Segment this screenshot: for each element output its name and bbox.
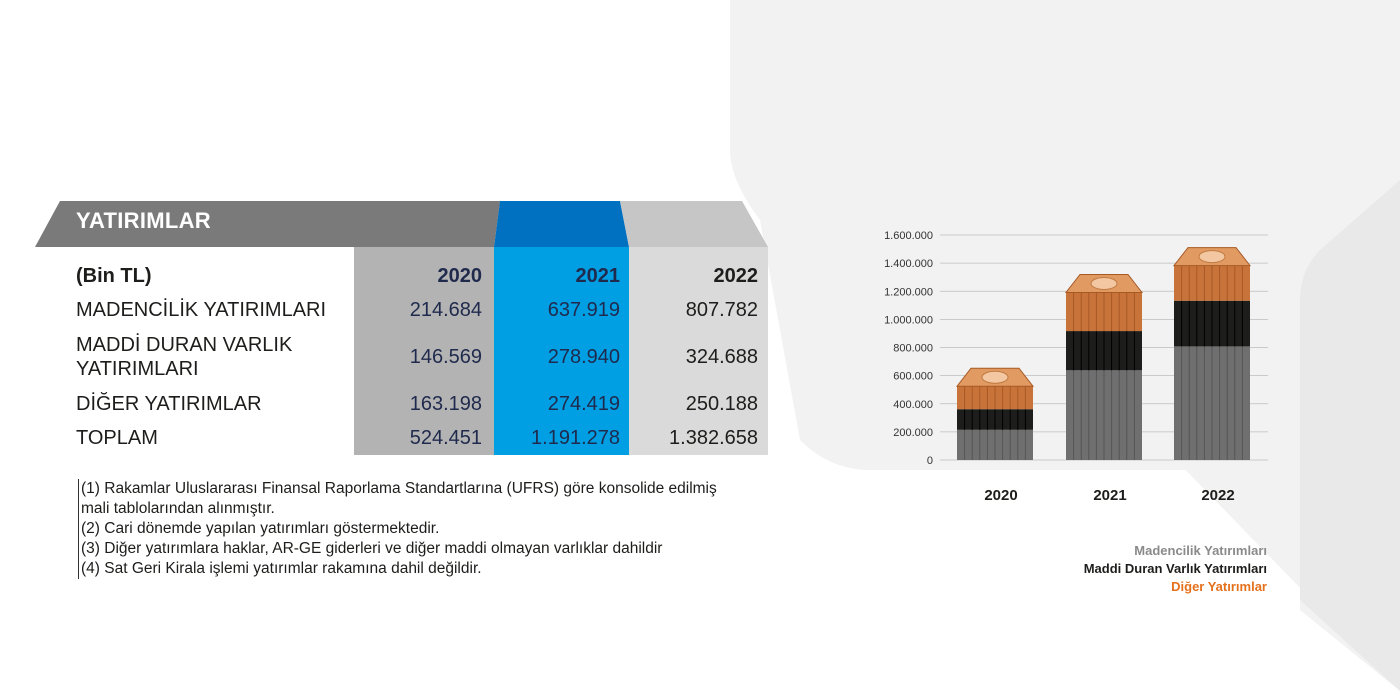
- bar-core-2021: [1090, 276, 1118, 290]
- column-2021-background: [494, 247, 629, 455]
- bar-segment-2021-1: [1066, 370, 1142, 460]
- cell-value: 274.419: [547, 393, 620, 415]
- row-label: MADENCİLİK YATIRIMLARI: [76, 299, 327, 321]
- table-header-strip: [35, 201, 768, 247]
- cell-value: 163.198: [409, 393, 482, 415]
- y-tick-label: 200.000: [893, 427, 933, 439]
- y-tick-label: 1.400.000: [884, 258, 933, 270]
- cell-value: 524.451: [409, 427, 482, 449]
- column-2022-background: [629, 247, 768, 455]
- footnote: (1) Rakamlar Uluslararası Finansal Rapor…: [81, 480, 717, 497]
- cell-value: 324.688: [685, 346, 758, 368]
- y-tick-label: 1.000.000: [884, 314, 933, 326]
- row-label-line-1: MADDİ DURAN VARLIK: [76, 334, 293, 356]
- column-2020-background: [354, 247, 494, 455]
- unit-label: (Bin TL): [76, 265, 152, 287]
- table-title: YATIRIMLAR: [76, 208, 211, 233]
- legend-item-maddi: Maddi Duran Varlık Yatırımları: [1083, 561, 1267, 576]
- y-tick-label: 1.600.000: [884, 230, 933, 242]
- bar-segment-2022-2: [1174, 300, 1250, 347]
- cell-value: 1.191.278: [531, 427, 620, 449]
- chart-legend: Madencilik Yatırımları Maddi Duran Varlı…: [1084, 542, 1267, 596]
- y-tick-label: 800.000: [893, 343, 933, 355]
- cell-value: 1.382.658: [669, 427, 758, 449]
- cell-value: 278.940: [547, 346, 620, 368]
- cell-value: 214.684: [409, 299, 482, 321]
- x-tick-label: 2020: [984, 487, 1017, 504]
- cell-value: 637.919: [547, 299, 620, 321]
- bar-core-2020: [981, 370, 1009, 384]
- footnotes: (1) Rakamlar Uluslararası Finansal Rapor…: [78, 479, 781, 579]
- bar-segment-2022-3: [1174, 265, 1250, 301]
- year-2020-header: 2020: [437, 265, 483, 287]
- y-tick-label: 0: [927, 455, 933, 467]
- legend-item-diger: Diğer Yatırımlar: [1171, 579, 1267, 594]
- y-tick-label: 400.000: [893, 399, 933, 411]
- year-2021-header: 2021: [575, 265, 621, 287]
- bar-segment-2021-2: [1066, 331, 1142, 371]
- footnote: mali tablolarından alınmıştır.: [81, 500, 275, 517]
- x-tick-label: 2022: [1201, 487, 1234, 504]
- footnote: (2) Cari dönemde yapılan yatırımları gös…: [81, 520, 440, 537]
- y-tick-label: 1.200.000: [884, 286, 933, 298]
- bar-segment-2020-2: [957, 409, 1033, 430]
- row-label: DİĞER YATIRIMLAR: [76, 393, 262, 415]
- bar-segment-2020-3: [957, 386, 1033, 410]
- x-tick-label: 2021: [1093, 487, 1126, 504]
- cell-value: 807.782: [685, 299, 758, 321]
- cell-value: 146.569: [409, 346, 482, 368]
- year-2022-header: 2022: [713, 265, 759, 287]
- bar-core-2022: [1198, 250, 1226, 264]
- footnote: (4) Sat Geri Kirala işlemi yatırımlar ra…: [81, 560, 482, 577]
- bar-segment-2022-1: [1174, 346, 1250, 460]
- bar-segment-2021-3: [1066, 292, 1142, 332]
- row-label-line-2: YATIRIMLARI: [76, 358, 199, 380]
- y-tick-label: 600.000: [893, 371, 933, 383]
- row-label: TOPLAM: [76, 427, 158, 449]
- row-label: MADDİ DURAN VARLIK YATIRIMLARI: [76, 333, 292, 381]
- cell-value: 250.188: [685, 393, 758, 415]
- legend-item-madencilik: Madencilik Yatırımları: [1134, 543, 1267, 558]
- bar-segment-2020-1: [957, 429, 1033, 460]
- footnote: (3) Diğer yatırımlara haklar, AR-GE gide…: [81, 540, 663, 557]
